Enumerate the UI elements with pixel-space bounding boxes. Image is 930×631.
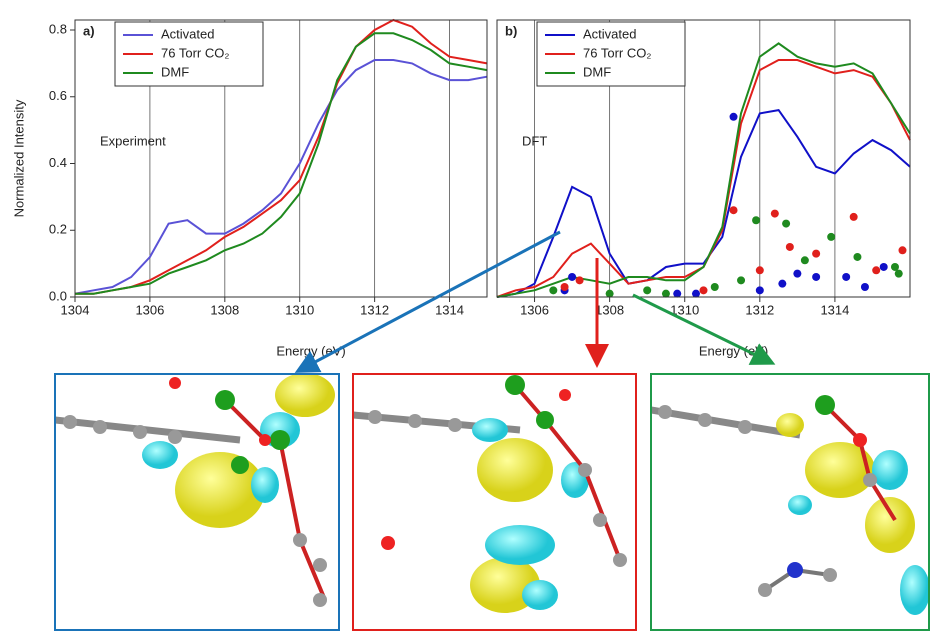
scatter-point [700,286,708,294]
scatter-point [692,290,700,298]
scatter-point [850,213,858,221]
scatter-point [730,113,738,121]
panel-label: a) [83,23,95,38]
scatter-point [786,243,794,251]
y-axis-label: Normalized Intensity [11,99,26,217]
legend-label: Activated [583,26,636,41]
structure-panel-blue [55,373,339,630]
scatter-point [898,246,906,254]
panel-label: b) [505,23,517,38]
legend-label: 76 Torr CO₂ [161,45,229,60]
scatter-point [853,253,861,261]
y-tick-label: 0.2 [49,222,67,237]
figure: 1304 1306 1308 1310 1312 1314 0.0 0.2 0.4 0.6 0.8 a… [0,0,930,631]
legend-label: DMF [161,64,189,79]
scatter-point [842,273,850,281]
scatter-point [752,216,760,224]
scatter-point [812,250,820,258]
structure-panel-green [651,374,930,630]
x-tick-label: 1314 [435,302,464,317]
scatter-point [812,273,820,281]
legend-label: DMF [583,64,611,79]
series-line [75,60,487,294]
x-tick-label: 1308 [595,302,624,317]
scatter-point [801,256,809,264]
scatter-point [793,270,801,278]
scatter-point [827,233,835,241]
structure-panel-red [353,374,636,630]
scatter-point [771,210,779,218]
scatter-point [549,286,557,294]
scatter-point [861,283,869,291]
scatter-point [880,263,888,271]
x-tick-label: 1304 [61,302,90,317]
y-tick-label: 0.4 [49,155,67,170]
scatter-point [782,220,790,228]
scatter-point [561,283,569,291]
scatter-point [895,270,903,278]
x-tick-label: 1312 [745,302,774,317]
scatter-point [643,286,651,294]
annotation: DFT [522,133,547,148]
y-tick-label: 0.0 [49,288,67,303]
scatter-point [730,206,738,214]
y-tick-label: 0.6 [49,88,67,103]
scatter-point [778,280,786,288]
scatter-point [662,290,670,298]
scatter-point [711,283,719,291]
annotation: Experiment [100,133,166,148]
y-tick-label: 0.8 [49,21,67,36]
series-line [497,60,910,297]
legend-label: 76 Torr CO₂ [583,45,651,60]
charts: 1304 1306 1308 1310 1312 1314 0.0 0.2 0.4 0.6 0.8 a… [11,20,910,358]
legend-label: Activated [161,26,214,41]
scatter-point [576,276,584,284]
x-tick-label: 1306 [520,302,549,317]
x-tick-label: 1310 [285,302,314,317]
scatter-point [756,266,764,274]
x-tick-label: 1306 [135,302,164,317]
x-tick-label: 1312 [360,302,389,317]
scatter-point [673,290,681,298]
x-tick-label: 1308 [210,302,239,317]
scatter-point [737,276,745,284]
scatter-point [606,290,614,298]
scatter-point [568,273,576,281]
x-tick-label: 1314 [820,302,849,317]
scatter-point [872,266,880,274]
scatter-point [756,286,764,294]
